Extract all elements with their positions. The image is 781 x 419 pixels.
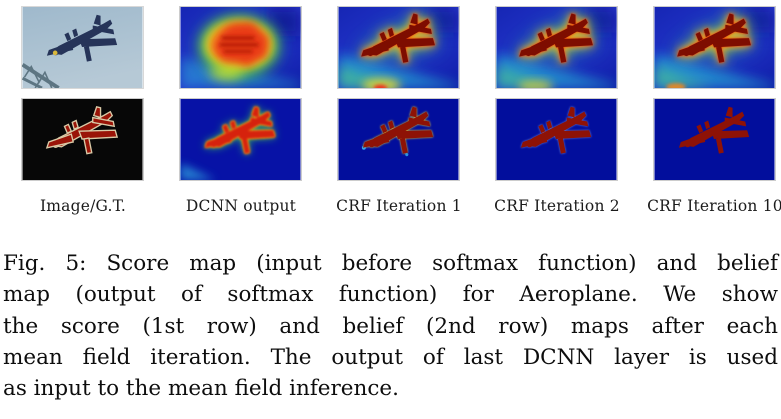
column-label-crf-iteration-2: CRF Iteration 2: [494, 197, 620, 215]
crf1-belief-map: [338, 99, 459, 180]
bridge-truss: [22, 62, 60, 88]
panel-crf10-score-map: [653, 6, 776, 89]
caption-line-4: mean field iteration. The output of last…: [3, 344, 778, 370]
panel-crf10-belief-map: [653, 98, 776, 181]
ground-truth-mask: [22, 99, 143, 180]
column-label-dcnn-output: DCNN output: [185, 197, 297, 215]
panel-crf2-belief-map: [495, 98, 618, 181]
crf1-score-heatmap: [338, 7, 459, 88]
caption-line-1: Fig. 5: Score map (input before softmax …: [3, 251, 778, 276]
caption-line-5: as input to the mean field inference.: [3, 376, 399, 402]
panel-crf2-score-map: [495, 6, 618, 89]
crf2-score-heatmap: [496, 7, 617, 88]
crf2-belief-map: [496, 99, 617, 180]
panel-ground-truth: [21, 98, 144, 181]
column-label-crf-iteration-10: CRF Iteration 10: [647, 197, 781, 215]
caption-line-2: map (output of softmax function) for Aer…: [3, 282, 778, 308]
dcnn-belief-heatmap: [180, 99, 301, 180]
aeroplane-photo: [22, 7, 143, 88]
panel-dcnn-score-map: [179, 6, 302, 89]
column-label-image-gt: Image/G.T.: [39, 197, 127, 215]
crf10-score-heatmap: [654, 7, 775, 88]
panel-dcnn-belief-map: [179, 98, 302, 181]
panel-crf1-score-map: [337, 6, 460, 89]
panel-crf1-belief-map: [337, 98, 460, 181]
figure-caption: Fig. 5: Score map (input before softmax …: [3, 248, 778, 404]
column-label-crf-iteration-1: CRF Iteration 1: [336, 197, 462, 215]
dcnn-score-heatmap: [180, 7, 301, 88]
plane-nose: [52, 50, 58, 56]
crf10-belief-map: [654, 99, 775, 180]
panel-input-image: [21, 6, 144, 89]
caption-line-3: the score (1st row) and belief (2nd row)…: [3, 313, 778, 339]
